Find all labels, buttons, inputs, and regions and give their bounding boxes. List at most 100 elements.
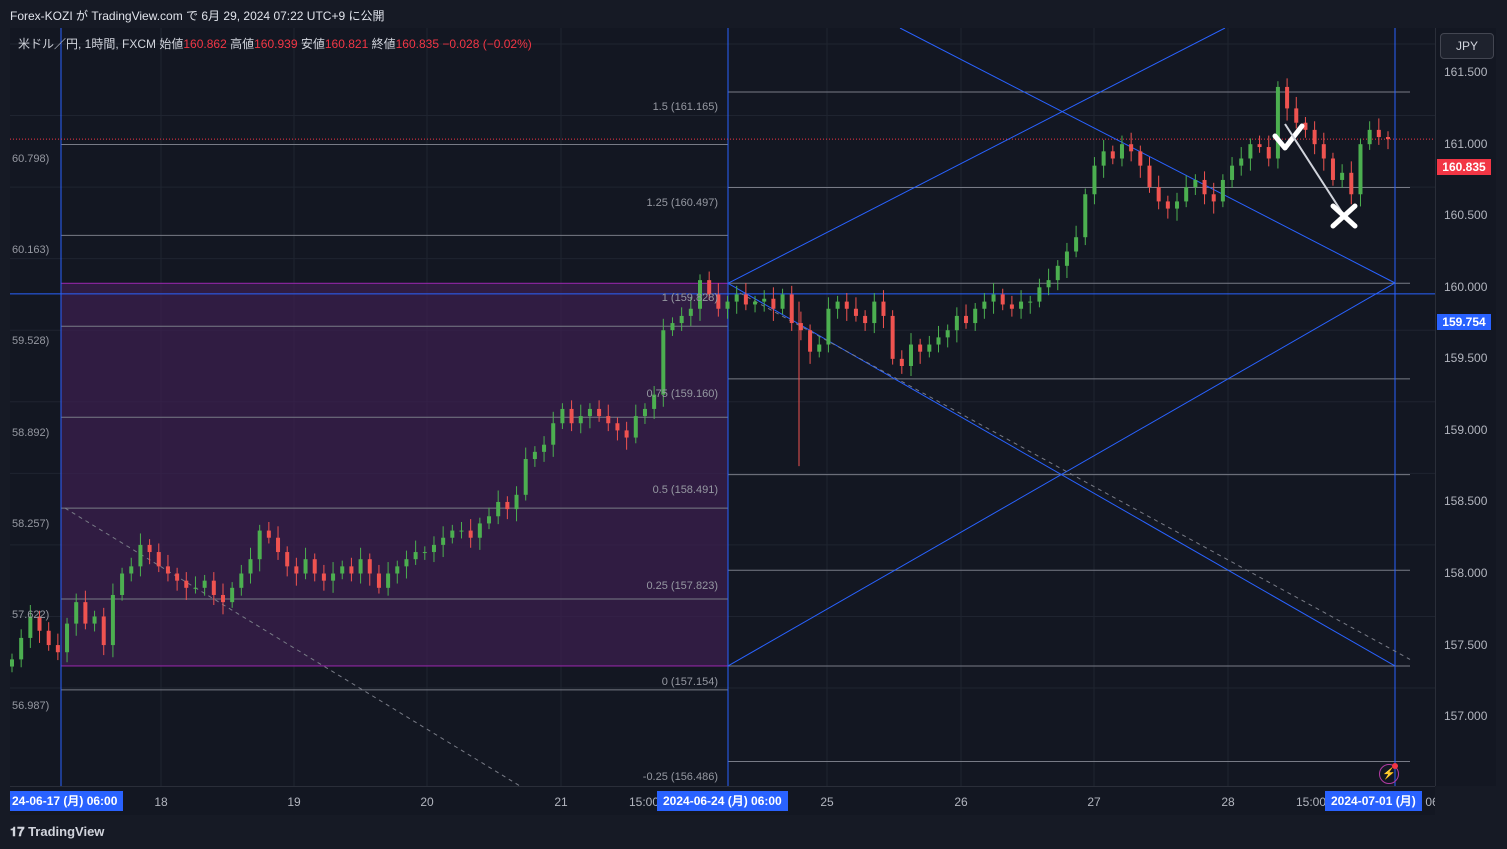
candle-body xyxy=(266,530,271,538)
candle-body xyxy=(1376,129,1381,138)
candle-body xyxy=(147,544,152,553)
candle-body xyxy=(175,573,180,581)
candle-body xyxy=(945,330,950,338)
candle-body xyxy=(1349,172,1354,195)
candle-body xyxy=(37,616,42,631)
time-badge-start: 24-06-17 (月) 06:00 xyxy=(10,791,124,811)
publish-text: Forex-KOZI が TradingView.com で 6月 29, 20… xyxy=(10,9,385,23)
change-value: −0.028 (−0.02%) xyxy=(442,37,532,51)
time-badge-end: 2024-07-01 (月) xyxy=(1325,791,1422,811)
candle-body xyxy=(1358,144,1363,195)
candle-body xyxy=(707,280,712,295)
candle-body xyxy=(230,587,235,603)
chart-area[interactable] xyxy=(10,28,1435,786)
time-tick: 26 xyxy=(954,795,968,809)
price-tick: 159.000 xyxy=(1444,423,1488,437)
price-tick: 160.000 xyxy=(1444,280,1488,294)
candle-body xyxy=(340,566,345,574)
candle-body xyxy=(844,301,849,309)
bolt-icon[interactable]: ⚡ xyxy=(1379,764,1399,784)
candle-body xyxy=(129,566,134,574)
candle-body xyxy=(376,573,381,588)
candle-body xyxy=(193,587,198,589)
candle-body xyxy=(808,330,813,352)
candle-body xyxy=(633,416,638,438)
candle-body xyxy=(19,637,24,660)
candle-body xyxy=(973,308,978,324)
time-tick: 21 xyxy=(554,795,568,809)
left-fib-label: 56.987) xyxy=(12,700,50,712)
chart-canvas[interactable] xyxy=(10,28,1435,786)
low-value: 160.821 xyxy=(324,37,369,51)
candle-body xyxy=(725,301,730,309)
price-tick: 161.500 xyxy=(1444,65,1488,79)
candle-body xyxy=(303,559,308,574)
candle-body xyxy=(1312,129,1317,145)
fib-label: -0.25 (156.486) xyxy=(642,771,718,783)
candle-body xyxy=(615,423,620,431)
candle-body xyxy=(220,594,225,603)
candle-body xyxy=(1184,187,1189,202)
symbol-name[interactable]: 米ドル／円, 1時間, FXCM xyxy=(18,37,157,51)
candle-body xyxy=(899,358,904,366)
candle-body xyxy=(257,530,262,560)
candle-body xyxy=(431,544,436,553)
candle-body xyxy=(1266,147,1271,159)
candle-body xyxy=(395,566,400,574)
time-badge-mid: 2024-06-24 (月) 06:00 xyxy=(657,791,788,811)
candle-body xyxy=(1386,137,1390,140)
time-axis[interactable]: 18 19 20 21 15:00 25 26 27 28 15:00 24-0… xyxy=(10,786,1435,815)
left-fib-label: 57.622) xyxy=(12,609,50,621)
candle-body xyxy=(202,580,207,588)
candle-body xyxy=(1083,194,1088,238)
open-value: 160.862 xyxy=(183,37,227,51)
candle-body xyxy=(679,315,684,324)
candle-body xyxy=(239,573,244,588)
candle-body xyxy=(624,430,629,438)
candle-body xyxy=(83,602,88,624)
candle-body xyxy=(1074,237,1079,252)
left-fib-label: 58.892) xyxy=(12,427,50,439)
candle-body xyxy=(312,559,317,574)
candle-body xyxy=(890,315,895,359)
candle-body xyxy=(578,416,583,424)
candle-body xyxy=(817,344,822,352)
brand-text: TradingView xyxy=(28,824,105,839)
time-tick: 18 xyxy=(154,795,168,809)
candle-body xyxy=(120,573,125,595)
candle-body xyxy=(1165,201,1170,209)
time-tick: 19 xyxy=(287,795,301,809)
candle-body xyxy=(1092,165,1097,195)
candle-body xyxy=(1285,86,1290,109)
candle-body xyxy=(101,616,106,646)
candle-body xyxy=(156,552,161,567)
price-tick: 160.500 xyxy=(1444,208,1488,222)
candle-body xyxy=(1064,251,1069,266)
candle-body xyxy=(908,344,913,366)
candle-body xyxy=(1248,144,1253,159)
tradingview-logo[interactable]: 𝟏𝟕 TradingView xyxy=(10,824,104,840)
symbol-legend: 米ドル／円, 1時間, FXCM 始値160.862 高値160.939 安値1… xyxy=(18,35,532,52)
candle-body xyxy=(1110,151,1115,159)
currency-button[interactable]: JPY xyxy=(1440,33,1494,59)
fib-label: 1.5 (161.165) xyxy=(652,101,718,113)
candle-body xyxy=(1046,280,1051,288)
time-tick: 25 xyxy=(820,795,834,809)
candle-body xyxy=(569,408,574,424)
price-tick: 158.500 xyxy=(1444,494,1488,508)
price-axis[interactable]: 161.500 161.000 160.500 160.000 159.500 … xyxy=(1435,28,1496,786)
time-tick: 27 xyxy=(1087,795,1101,809)
candle-body xyxy=(413,552,418,560)
candle-body xyxy=(367,559,372,574)
candle-body xyxy=(1239,158,1244,166)
candle-body xyxy=(991,294,996,302)
notification-dot xyxy=(1392,763,1398,769)
price-tick: 157.000 xyxy=(1444,709,1488,723)
candle-body xyxy=(321,573,326,581)
candle-body xyxy=(55,645,60,653)
candle-body xyxy=(982,301,987,309)
candle-body xyxy=(936,337,941,345)
price-tick: 159.500 xyxy=(1444,351,1488,365)
candle-body xyxy=(1220,179,1225,202)
fib-zone-rectangle xyxy=(60,282,729,667)
